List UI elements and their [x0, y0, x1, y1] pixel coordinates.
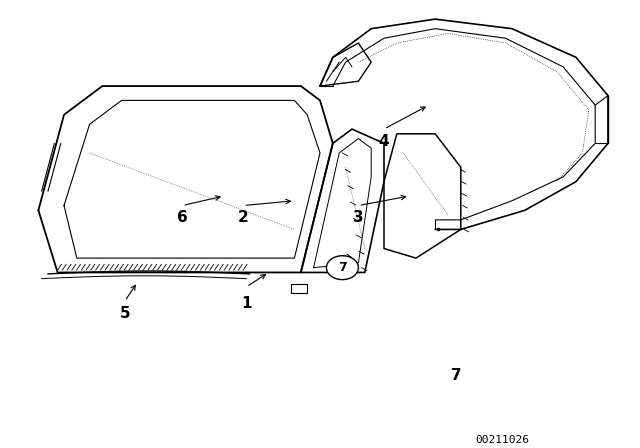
Text: 2: 2: [238, 210, 248, 225]
Bar: [448, 411, 557, 421]
Text: 1: 1: [241, 296, 252, 311]
Text: 5: 5: [120, 306, 130, 321]
Circle shape: [326, 256, 358, 280]
Bar: [291, 284, 307, 293]
Text: 7: 7: [451, 368, 462, 383]
Text: 6: 6: [177, 210, 188, 225]
Text: 00211026: 00211026: [476, 435, 529, 445]
Text: 7: 7: [338, 261, 347, 274]
Text: 4: 4: [379, 134, 389, 149]
Text: 3: 3: [353, 210, 364, 225]
